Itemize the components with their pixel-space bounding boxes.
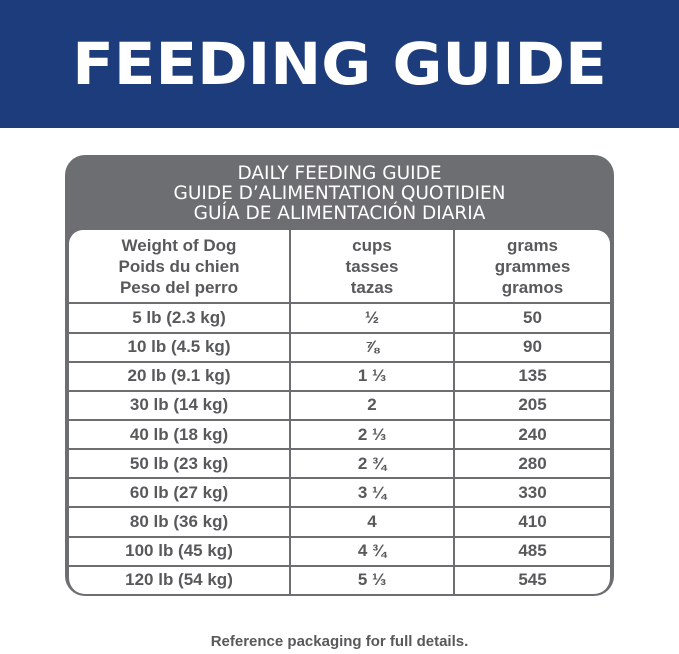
weight-cell: 80 lb (36 kg) <box>69 507 291 538</box>
weight-cell: 20 lb (9.1 kg) <box>69 361 291 392</box>
table-row: 40 lb (18 kg) 2 ⅓ 240 <box>69 420 610 451</box>
weight-cell: 60 lb (27 kg) <box>69 478 291 509</box>
cups-cell: 4 <box>290 507 455 538</box>
title-es: GUÍA DE ALIMENTACIÓN DIARIA <box>193 202 486 224</box>
weight-cell: 30 lb (14 kg) <box>69 390 291 422</box>
cups-cell: 5 ⅓ <box>290 565 455 594</box>
page-title: FEEDING GUIDE <box>72 30 607 98</box>
cups-cell: 2 ⅓ <box>290 420 455 451</box>
cups-cell: ½ <box>290 303 455 334</box>
weight-cell: 50 lb (23 kg) <box>69 449 291 480</box>
table-row: 120 lb (54 kg) 5 ⅓ 545 <box>69 565 610 594</box>
cups-cell: 4 ¾ <box>290 536 455 567</box>
header-cups: cups tasses tazas <box>290 230 455 305</box>
header-row: Weight of Dog Poids du chien Peso del perr… <box>69 230 610 305</box>
table-row: 100 lb (45 kg) 4 ¾ 485 <box>69 536 610 567</box>
cups-cell: 2 <box>290 390 455 422</box>
table-row: 30 lb (14 kg) 2 205 <box>69 390 610 422</box>
weight-cell: 100 lb (45 kg) <box>69 536 291 567</box>
cups-cell: ⅞ <box>290 332 455 363</box>
cups-cell: 2 ¾ <box>290 449 455 480</box>
cups-cell: 1 ⅓ <box>290 361 455 392</box>
title-fr: GUIDE D’ALIMENTATION QUOTIDIEN <box>173 182 506 204</box>
cups-cell: 3 ¼ <box>290 478 455 509</box>
grams-cell: 240 <box>454 420 610 451</box>
header-grams: grams grammes gramos <box>454 230 610 305</box>
table-title: DAILY FEEDING GUIDE GUIDE D’ALIMENTATION… <box>69 155 610 230</box>
grams-cell: 545 <box>518 570 547 590</box>
grams-cell: 280 <box>454 449 610 480</box>
table-row: 80 lb (36 kg) 4 410 <box>69 507 610 538</box>
banner: FEEDING GUIDE <box>0 0 679 128</box>
feeding-table: Weight of Dog Poids du chien Peso del perr… <box>69 230 610 594</box>
footer-note: Reference packaging for full details. <box>210 633 469 650</box>
grams-cell: 410 <box>454 507 610 538</box>
table-row: 20 lb (9.1 kg) 1 ⅓ 135 <box>69 361 610 392</box>
grams-cell: 90 <box>454 332 610 363</box>
title-en: DAILY FEEDING GUIDE <box>237 162 442 184</box>
table-row: 60 lb (27 kg) 3 ¼ 330 <box>69 478 610 509</box>
weight-cell: 40 lb (18 kg) <box>69 420 291 451</box>
grams-cell: 330 <box>454 478 610 509</box>
grams-cell: 485 <box>454 536 610 567</box>
table-row: 10 lb (4.5 kg) ⅞ 90 <box>69 332 610 363</box>
grams-cell: 135 <box>454 361 610 392</box>
feeding-table-card: DAILY FEEDING GUIDE GUIDE D’ALIMENTATION… <box>65 155 614 596</box>
header-weight: Weight of Dog Poids du chien Peso del perr… <box>69 230 291 305</box>
table-row: 50 lb (23 kg) 2 ¾ 280 <box>69 449 610 480</box>
weight-cell: 120 lb (54 kg) <box>69 565 291 594</box>
grams-cell: 50 <box>454 303 610 334</box>
table-row: 5 lb (2.3 kg) ½ 50 <box>69 303 610 334</box>
weight-cell: 10 lb (4.5 kg) <box>69 332 291 363</box>
weight-cell: 5 lb (2.3 kg) <box>69 303 291 334</box>
grams-cell: 205 <box>454 390 610 422</box>
